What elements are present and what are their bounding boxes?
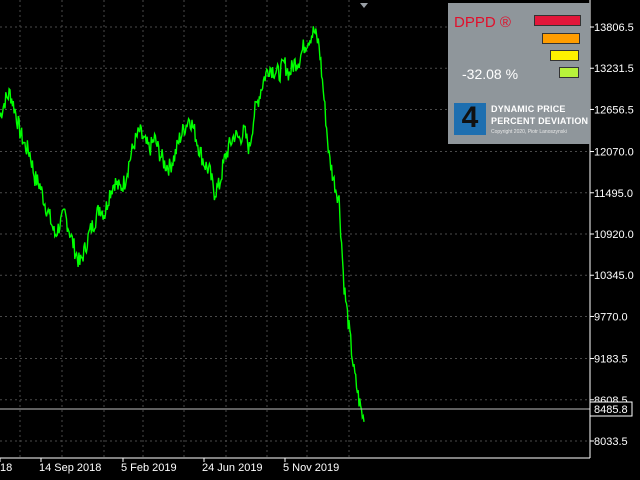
current-price-label-box [589,401,633,417]
y-tick-label: 13231.5 [594,63,634,75]
price-series-line [0,26,365,422]
price-line-layer [0,26,365,422]
deviation-percent: -32.08 % [462,66,519,82]
x-tick-label: 24 Jun 2019 [202,462,263,474]
x-tick-label: 14 Sep 2018 [39,462,101,474]
x-tick-label: 18 [0,462,12,474]
logo-text-line1: DYNAMIC PRICE [491,104,566,114]
level-bar-1 [534,15,581,26]
logo-text-line2: PERCENT DEVIATION [491,116,589,126]
current-price-label: 8485.8 [594,404,628,416]
y-tick-label: 13806.5 [594,22,634,34]
y-tick-label: 9183.5 [594,354,628,366]
copyright-text: Copyright 2020, Piotr Lanoszynski [491,129,567,135]
level-bar-4 [559,67,579,78]
y-tick-label: 10345.0 [594,270,634,282]
price-axis: 13806.5 13231.5 12656.5 12070.0 11495.0 10920… [0,0,634,459]
dppd-indicator-panel[interactable]: DPPD ® -32.08 % 4 DYNAMIC PRICE PERCENT … [448,3,590,144]
x-tick-label: 5 Feb 2019 [121,462,177,474]
y-tick-label: 9770.0 [594,311,628,323]
logo-4-icon: 4 [454,101,486,135]
x-tick-label: 5 Nov 2019 [283,462,339,474]
indicator-title: DPPD ® [454,14,511,31]
time-axis: 18 14 Sep 2018 5 Feb 2019 24 Jun 2019 5 Nov … [0,458,339,474]
y-tick-label: 12070.0 [594,147,634,159]
level-bar-2 [542,33,580,44]
logo-digit: 4 [461,101,479,134]
level-bar-3 [550,50,579,61]
y-tick-label: 12656.5 [594,104,634,116]
chart-shift-marker-icon[interactable] [360,3,368,8]
y-tick-label: 10920.0 [594,229,634,241]
y-tick-label: 8033.5 [594,436,628,448]
y-tick-label: 11495.0 [594,188,633,200]
